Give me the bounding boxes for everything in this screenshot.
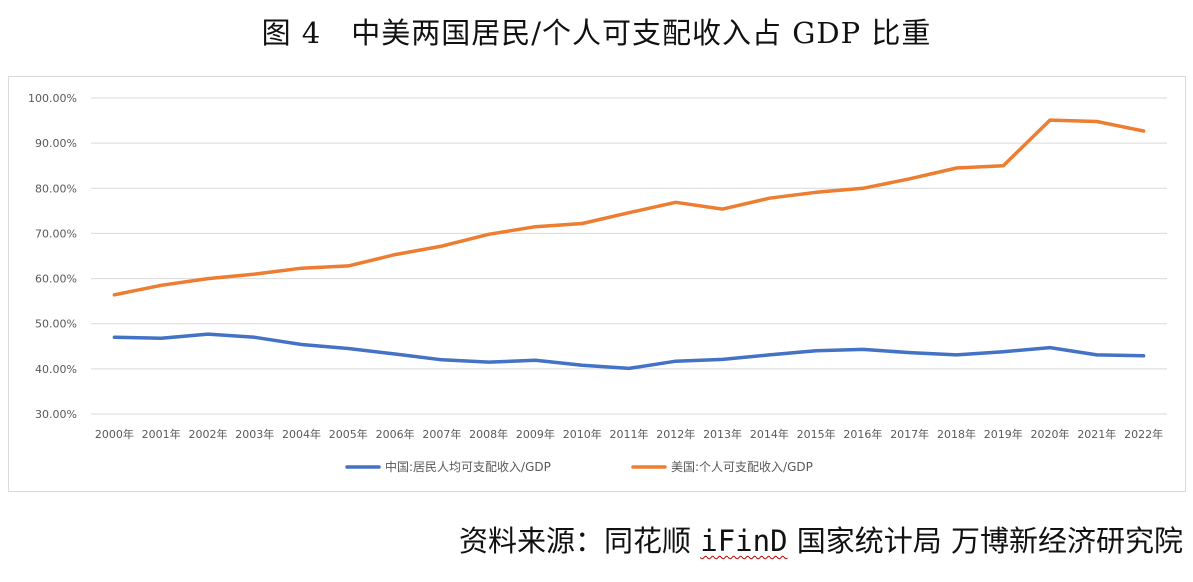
series-line xyxy=(112,332,1146,371)
x-tick-label: 2008年 xyxy=(469,427,508,441)
y-tick-label: 80.00% xyxy=(35,182,77,195)
x-tick-label: 2004年 xyxy=(282,427,321,441)
y-tick-label: 70.00% xyxy=(35,227,77,240)
x-tick-label: 2012年 xyxy=(656,427,695,441)
x-tick-label: 2000年 xyxy=(95,427,134,441)
series-line xyxy=(112,118,1146,297)
x-tick-label: 2005年 xyxy=(329,427,368,441)
x-tick-label: 2013年 xyxy=(703,427,742,441)
line-chart: 30.00% 40.00% 50.00% 60.00% 70.00% 80.00% 90.0… xyxy=(8,76,1186,492)
y-tick-label: 50.00% xyxy=(35,318,77,331)
source-ifind: iFinD xyxy=(700,524,788,558)
source-prefix: 资料来源：同花顺 xyxy=(459,524,701,558)
y-tick-label: 40.00% xyxy=(35,363,77,376)
x-tick-label: 2014年 xyxy=(750,427,789,441)
x-tick-label: 2022年 xyxy=(1124,427,1163,441)
x-tick-label: 2006年 xyxy=(376,427,415,441)
y-tick-label: 100.00% xyxy=(28,92,77,105)
x-tick-label: 2020年 xyxy=(1031,427,1070,441)
x-tick-label: 2015年 xyxy=(797,427,836,441)
legend-label: 美国:个人可支配收入/GDP xyxy=(671,460,813,474)
x-tick-label: 2018年 xyxy=(937,427,976,441)
y-tick-label: 60.00% xyxy=(35,273,77,286)
x-tick-label: 2017年 xyxy=(890,427,929,441)
x-tick-label: 2001年 xyxy=(142,427,181,441)
x-tick-label: 2002年 xyxy=(188,427,227,441)
source-note: 资料来源：同花顺 iFinD 国家统计局 万博新经济研究院 xyxy=(459,518,1183,560)
x-tick-label: 2021年 xyxy=(1077,427,1116,441)
y-tick-label: 90.00% xyxy=(35,137,77,150)
x-tick-label: 2019年 xyxy=(984,427,1023,441)
x-tick-label: 2016年 xyxy=(843,427,882,441)
x-tick-label: 2010年 xyxy=(563,427,602,441)
figure-title: 图 4 中美两国居民/个人可支配收入占 GDP 比重 xyxy=(261,16,932,50)
x-tick-label: 2003年 xyxy=(235,427,274,441)
x-tick-label: 2011年 xyxy=(610,427,649,441)
y-tick-label: 30.00% xyxy=(35,408,77,421)
x-tick-label: 2009年 xyxy=(516,427,555,441)
source-suffix: 国家统计局 万博新经济研究院 xyxy=(787,524,1183,558)
legend-label: 中国:居民人均可支配收入/GDP xyxy=(385,459,551,474)
chart-canvas: 30.00% 40.00% 50.00% 60.00% 70.00% 80.00% 90.0… xyxy=(28,92,1167,474)
x-tick-label: 2007年 xyxy=(422,427,461,441)
